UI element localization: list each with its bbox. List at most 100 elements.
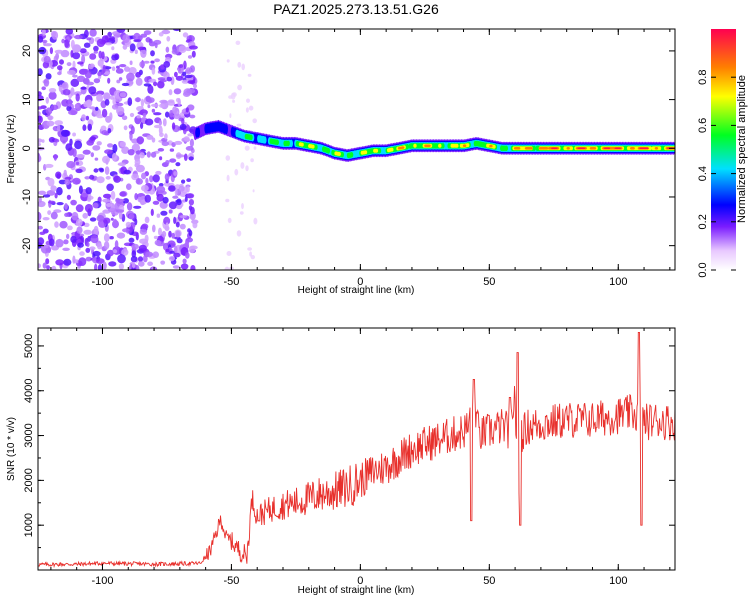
noise-blob: [66, 161, 76, 169]
colorbar-label: Normalized spectral amplitude: [736, 75, 748, 223]
noise-blob: [127, 149, 135, 156]
noise-blob: [44, 163, 54, 168]
noise-blob: [181, 79, 189, 84]
noise-blob: [173, 29, 181, 32]
noise-blob: [83, 229, 92, 235]
noise-blob: [116, 106, 125, 116]
noise-blob: [150, 208, 154, 216]
ridge-cell: [314, 144, 318, 150]
noise-blob: [78, 185, 83, 194]
noise-blob: [182, 258, 187, 264]
noise-blob: [39, 231, 46, 235]
noise-blob: [62, 247, 70, 251]
noise-blob: [173, 245, 178, 254]
noise-blob: [96, 38, 105, 48]
noise-blob: [70, 199, 77, 206]
ridge-cell: [374, 148, 379, 153]
ridge-cell: [455, 143, 459, 148]
noise-blob: [226, 174, 230, 182]
noise-blob: [112, 153, 117, 161]
noise-blob: [47, 200, 56, 204]
noise-blob: [131, 173, 140, 181]
noise-blob: [159, 103, 165, 108]
noise-blob: [144, 118, 154, 126]
ridge-cell: [349, 152, 354, 158]
noise-blob: [176, 198, 182, 206]
noise-blob: [38, 153, 41, 162]
noise-blob: [116, 65, 120, 69]
noise-blob: [110, 190, 116, 200]
noise-blob: [144, 234, 149, 243]
noise-blob: [163, 216, 171, 225]
noise-blob: [140, 33, 148, 38]
noise-blob: [180, 263, 189, 270]
noise-blob: [128, 67, 137, 75]
noise-blob: [93, 45, 99, 52]
x-tick-label: 0: [357, 276, 363, 288]
noise-blob: [192, 221, 198, 229]
noise-blob: [129, 112, 135, 118]
noise-blob: [141, 172, 147, 180]
noise-blob: [38, 225, 43, 230]
noise-blob: [89, 246, 96, 251]
ridge-cell: [224, 124, 228, 135]
noise-blob: [43, 43, 52, 47]
noise-blob: [43, 194, 51, 198]
noise-blob: [143, 30, 152, 35]
colorbar-tick-label: 0.2: [697, 214, 709, 229]
noise-blob: [157, 148, 165, 152]
noise-blob: [81, 54, 86, 64]
noise-blob: [121, 115, 128, 121]
noise-blob: [97, 264, 103, 270]
colorbar-ticks: 0.0 0.2 0.4 0.6 0.8: [697, 70, 736, 278]
noise-blob: [189, 114, 196, 119]
noise-blob: [252, 118, 257, 124]
noise-blob: [104, 149, 113, 155]
noise-blob: [46, 265, 50, 270]
noise-blob: [64, 212, 70, 217]
noise-blob: [72, 60, 76, 70]
noise-blob: [163, 61, 171, 68]
ridge-cell: [340, 151, 344, 158]
noise-blob: [146, 134, 154, 140]
snr-frame: [37, 327, 676, 571]
noise-blob: [106, 183, 114, 192]
noise-blob: [95, 258, 105, 264]
x-tick-label: -50: [223, 276, 239, 288]
noise-blob: [102, 261, 107, 270]
noise-blob: [89, 217, 97, 222]
noise-blob: [153, 124, 162, 129]
noise-blob: [184, 74, 193, 79]
noise-blob: [187, 104, 195, 111]
noise-blob: [45, 107, 53, 115]
noise-blob: [93, 78, 101, 84]
noise-blob: [117, 254, 126, 264]
noise-blob: [168, 201, 178, 210]
noise-blob: [134, 193, 138, 201]
noise-blob: [85, 256, 93, 262]
noise-blob: [72, 148, 77, 158]
noise-blob: [38, 196, 42, 203]
noise-blob: [49, 47, 54, 55]
noise-blob: [152, 174, 160, 183]
noise-blob: [172, 265, 180, 269]
noise-blob: [225, 155, 231, 161]
noise-blob: [176, 205, 182, 210]
noise-blob: [134, 158, 141, 166]
noise-blob: [55, 259, 64, 266]
snr-series-line: [38, 332, 675, 569]
noise-blob: [109, 236, 114, 240]
noise-blob: [169, 148, 175, 152]
noise-blob: [58, 84, 63, 93]
noise-blob: [48, 91, 57, 100]
y-tick-label: -20: [21, 238, 33, 254]
noise-blob: [162, 196, 169, 204]
noise-blob: [146, 151, 151, 158]
noise-blob: [93, 225, 99, 235]
noise-blob: [165, 160, 170, 165]
noise-blob: [131, 243, 139, 250]
noise-blob: [75, 218, 83, 227]
noise-blob: [193, 84, 197, 88]
noise-blob: [88, 86, 97, 95]
noise-blob: [176, 154, 185, 158]
